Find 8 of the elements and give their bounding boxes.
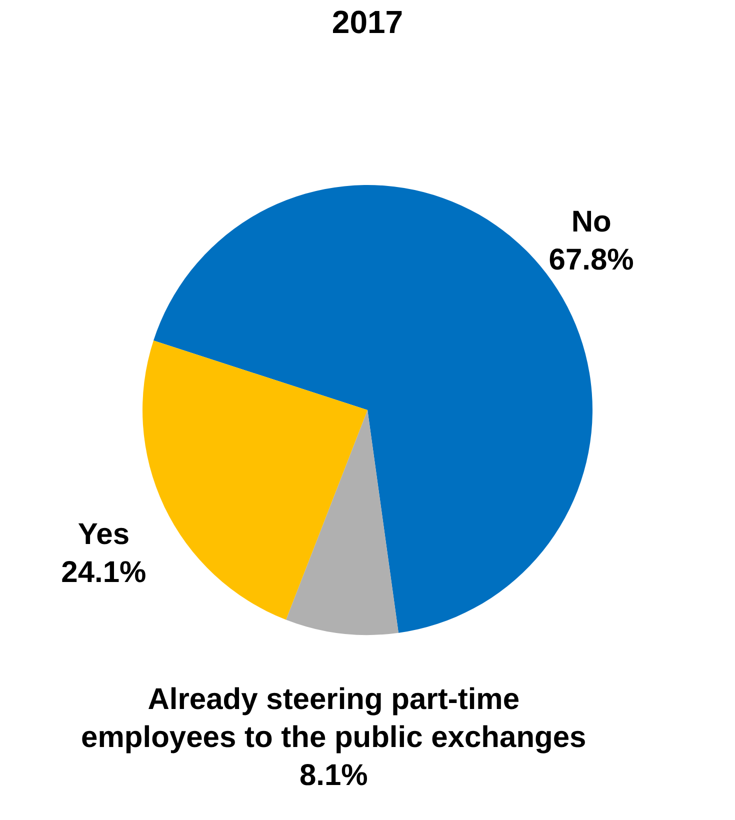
chart-title: 2017 bbox=[332, 4, 404, 40]
pie-slice bbox=[286, 410, 399, 635]
data-label: 8.1% bbox=[299, 759, 368, 792]
data-label: 67.8% bbox=[548, 243, 634, 276]
slice-label: Yes bbox=[78, 518, 130, 552]
data-label: 24.1% bbox=[61, 556, 146, 590]
slice-label: No bbox=[571, 205, 612, 238]
slice-label: Already steering part-time employees to the public exchanges bbox=[81, 683, 586, 754]
